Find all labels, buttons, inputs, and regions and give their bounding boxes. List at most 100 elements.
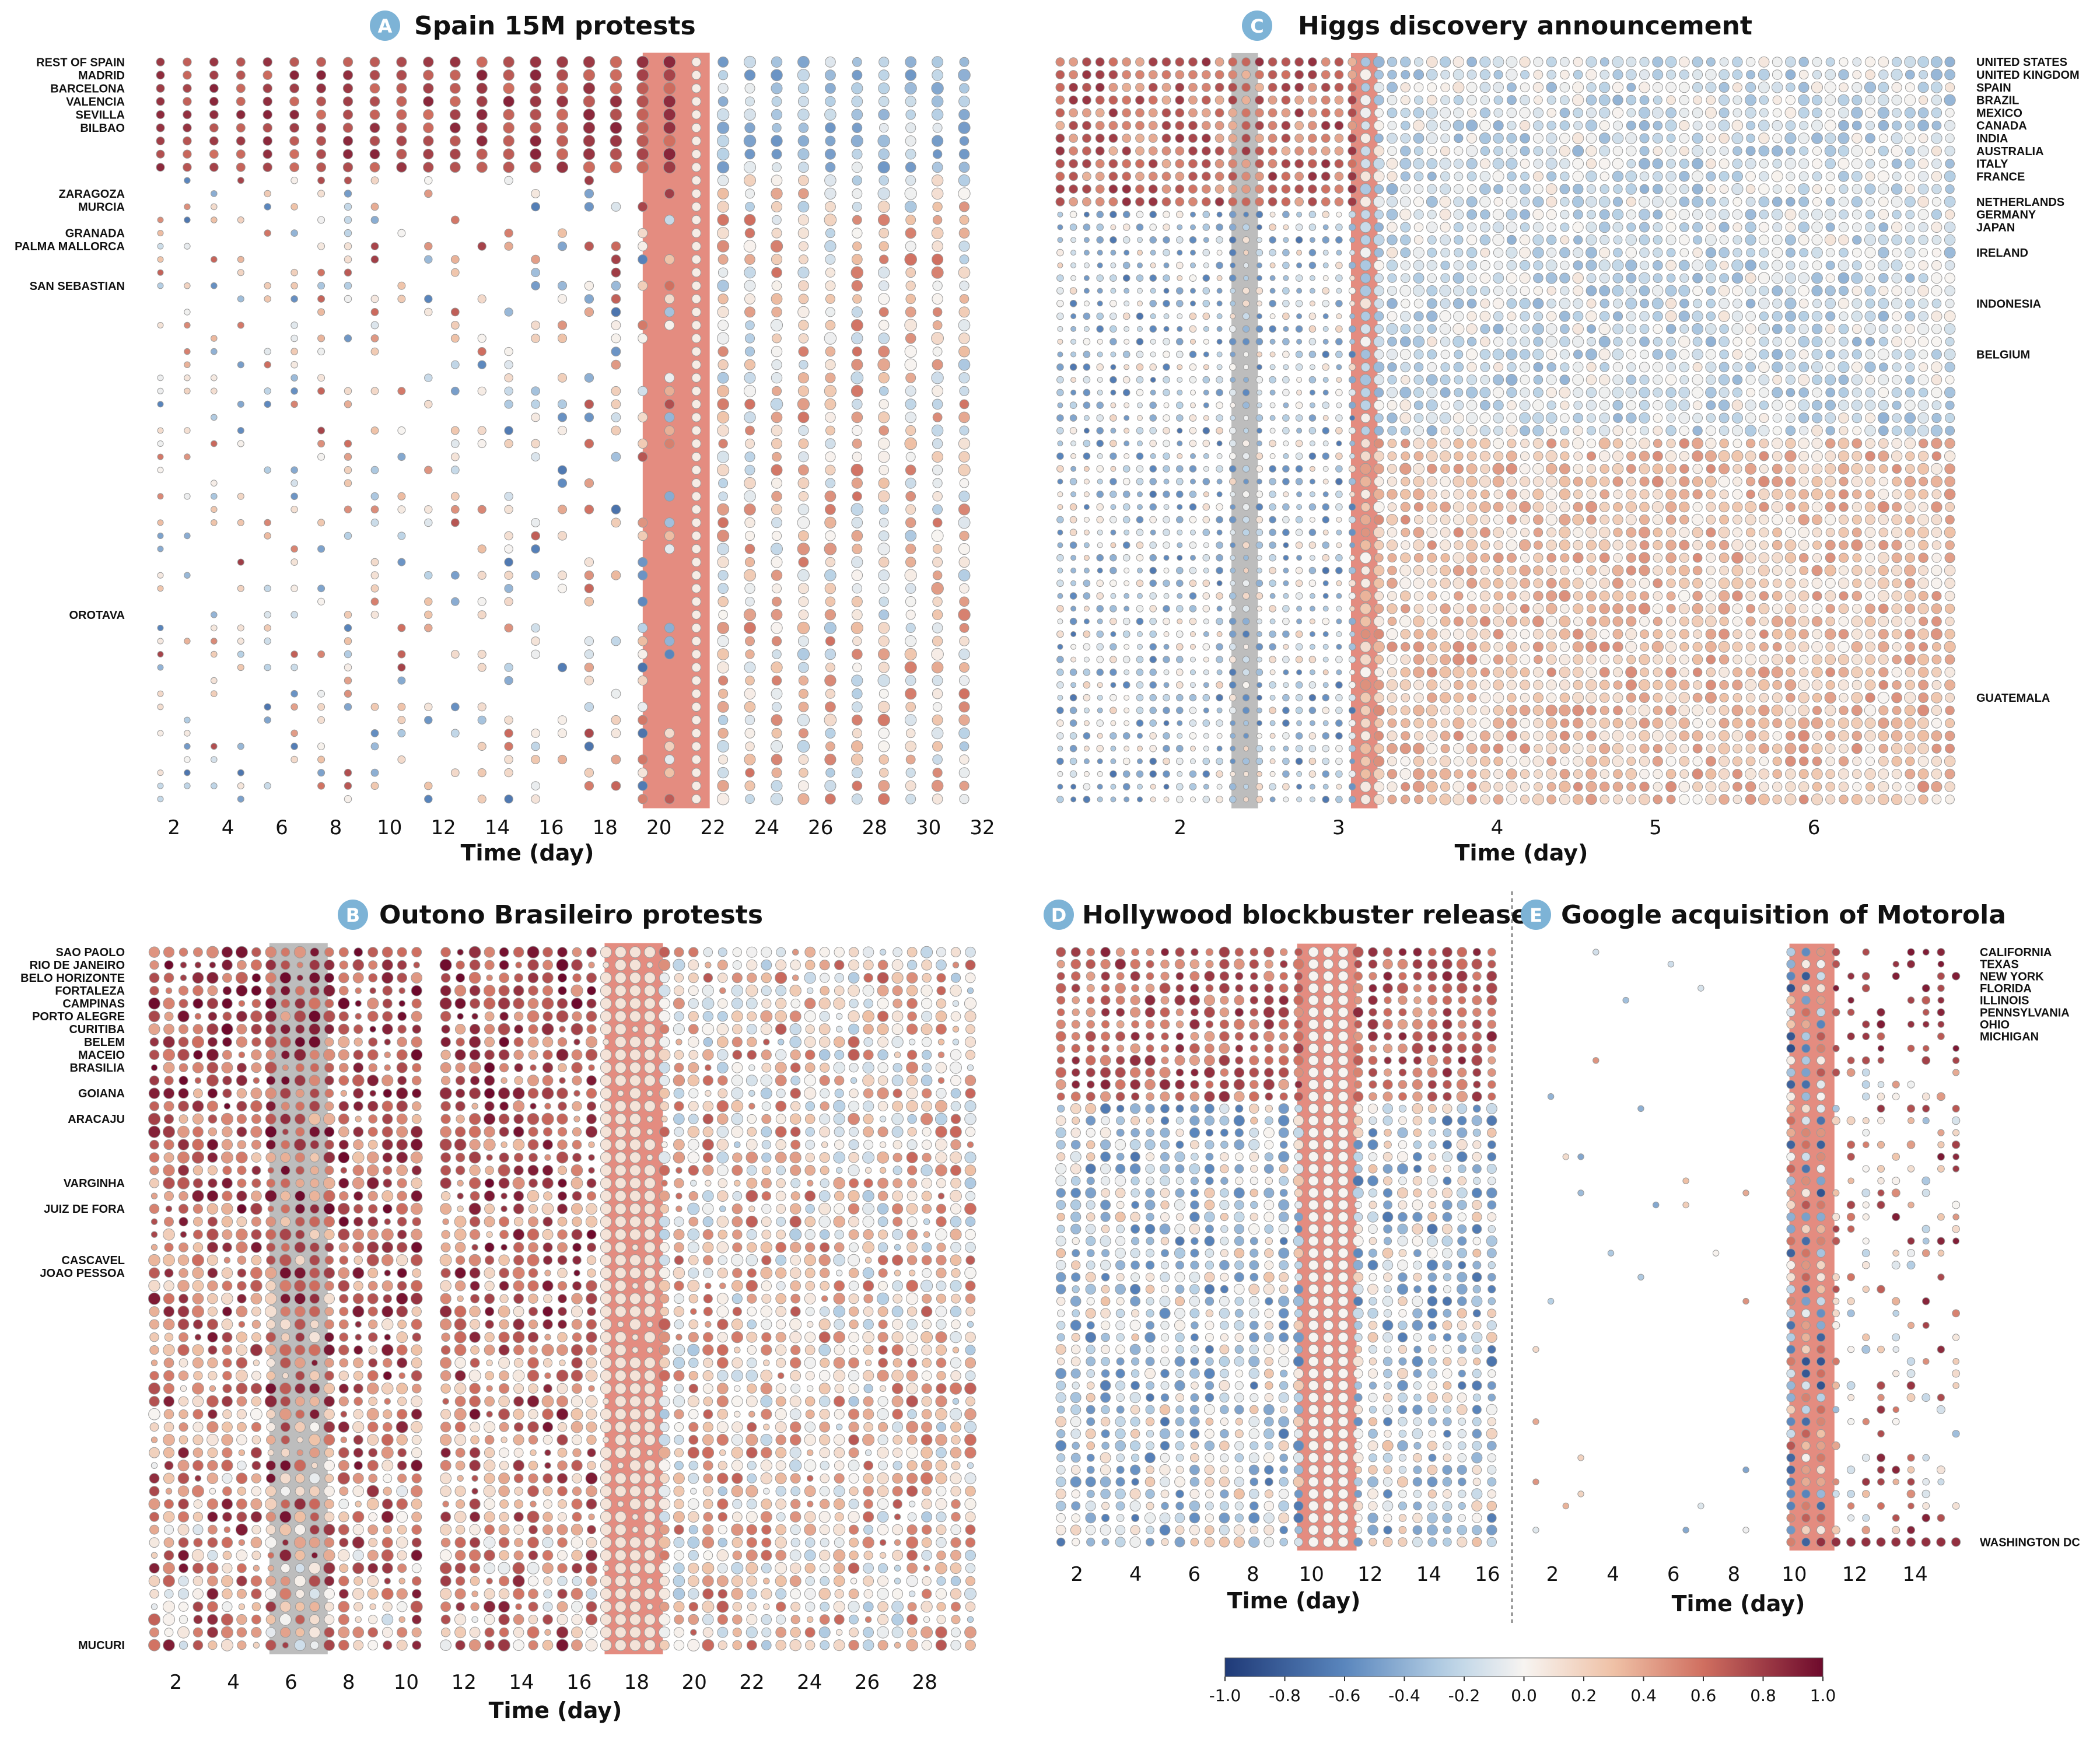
data-point xyxy=(324,959,335,971)
data-point xyxy=(878,1357,888,1368)
data-point xyxy=(864,1167,872,1174)
data-point xyxy=(862,1151,875,1164)
data-point xyxy=(439,1087,452,1100)
data-point xyxy=(368,1563,379,1574)
data-point xyxy=(878,241,889,251)
data-point xyxy=(907,947,918,958)
data-point xyxy=(673,1627,685,1638)
data-point xyxy=(439,958,452,971)
data-point xyxy=(691,794,701,804)
data-point xyxy=(484,1087,495,1099)
data-point xyxy=(717,1318,729,1330)
data-point xyxy=(820,1461,830,1471)
x-tick-label: 22 xyxy=(739,1671,764,1694)
data-point xyxy=(807,1616,814,1623)
data-point xyxy=(470,1576,480,1586)
data-point xyxy=(907,1011,917,1021)
data-point xyxy=(691,96,701,107)
data-point xyxy=(833,1434,845,1446)
data-point xyxy=(852,688,863,699)
data-point xyxy=(877,985,889,997)
data-point xyxy=(477,741,487,751)
data-point xyxy=(797,503,810,516)
data-point xyxy=(530,161,541,173)
data-point xyxy=(184,730,191,737)
data-point xyxy=(236,1511,247,1523)
data-point xyxy=(1692,145,1704,157)
data-point xyxy=(207,1511,218,1523)
data-point xyxy=(772,333,782,344)
data-point xyxy=(317,782,326,790)
data-point xyxy=(397,624,406,632)
data-point xyxy=(294,1075,306,1086)
data-point xyxy=(863,1139,874,1150)
data-point xyxy=(382,1626,393,1638)
data-point xyxy=(776,1089,786,1098)
data-point xyxy=(892,1089,902,1098)
data-point xyxy=(206,1023,219,1035)
data-point xyxy=(717,1614,728,1625)
data-point xyxy=(790,1538,800,1548)
data-point xyxy=(1904,56,1916,68)
data-point xyxy=(731,1010,743,1023)
data-point xyxy=(959,741,970,751)
data-point xyxy=(932,347,943,356)
data-point xyxy=(746,1165,757,1176)
data-point xyxy=(629,998,641,1010)
data-point xyxy=(717,187,729,200)
data-point xyxy=(775,1498,787,1510)
data-point xyxy=(531,781,540,790)
data-point xyxy=(614,972,626,984)
data-point xyxy=(290,743,298,750)
data-point xyxy=(587,1448,596,1457)
data-point xyxy=(498,1254,510,1266)
data-point xyxy=(530,1449,537,1456)
data-point xyxy=(643,1434,656,1446)
data-point xyxy=(177,1511,190,1523)
data-point xyxy=(148,1087,160,1099)
data-point xyxy=(309,1229,320,1240)
data-point xyxy=(789,1035,802,1048)
x-tick-label: 14 xyxy=(509,1671,534,1694)
data-point xyxy=(825,307,835,317)
data-point xyxy=(338,1178,349,1189)
data-point xyxy=(629,1472,641,1485)
data-point xyxy=(294,1524,306,1535)
data-point xyxy=(907,1306,918,1317)
data-point xyxy=(290,663,298,671)
data-point xyxy=(824,648,836,660)
data-point xyxy=(664,307,675,317)
data-point xyxy=(338,1576,349,1587)
data-point xyxy=(877,1216,888,1227)
data-point xyxy=(323,1112,335,1125)
data-point xyxy=(440,1203,452,1215)
data-point xyxy=(150,1218,158,1225)
data-point xyxy=(1559,82,1570,93)
data-point xyxy=(542,1036,554,1048)
data-point xyxy=(208,1114,218,1124)
data-point xyxy=(614,1639,626,1651)
data-point xyxy=(932,609,943,621)
data-point xyxy=(338,1126,349,1138)
data-point xyxy=(804,1627,816,1638)
data-point xyxy=(775,1639,786,1651)
data-point xyxy=(265,1511,276,1523)
data-point xyxy=(366,1497,379,1510)
data-point xyxy=(323,1010,335,1023)
data-point xyxy=(194,1077,202,1084)
data-point xyxy=(157,493,164,500)
data-point xyxy=(691,320,701,330)
data-point xyxy=(383,1409,393,1419)
data-point xyxy=(863,1037,873,1047)
data-point xyxy=(324,1332,334,1342)
data-point xyxy=(1506,82,1517,93)
data-point xyxy=(324,1062,334,1073)
data-point xyxy=(470,1422,481,1433)
data-point xyxy=(964,1447,977,1459)
data-point xyxy=(951,1627,961,1637)
data-point xyxy=(904,437,917,450)
data-point xyxy=(499,1152,509,1163)
data-point xyxy=(834,1460,845,1471)
data-point xyxy=(863,1551,873,1560)
data-point xyxy=(456,1602,465,1611)
